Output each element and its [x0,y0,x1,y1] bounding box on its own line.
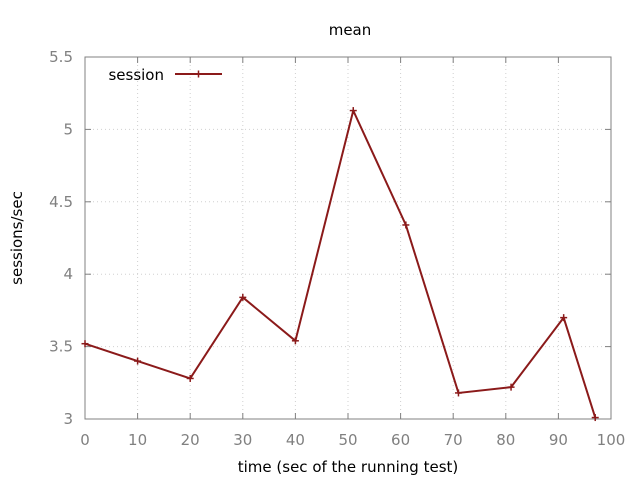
x-tick-label: 50 [338,431,357,449]
x-tick-label: 10 [128,431,147,449]
y-tick-label: 4 [63,265,73,283]
x-axis-ticks: 0 10 20 30 40 50 60 70 80 90 100 [80,57,625,449]
grid-lines [85,57,611,419]
x-tick-label: 40 [286,431,305,449]
data-point [507,383,515,391]
legend-marker-session [195,70,202,78]
y-tick-label: 3 [63,410,73,428]
x-tick-label: 0 [80,431,90,449]
legend: session [108,66,222,84]
x-tick-label: 100 [597,431,626,449]
legend-marker-plus [195,70,202,78]
y-tick-label: 3.5 [49,338,73,356]
series-session [81,107,599,422]
x-axis-title: time (sec of the running test) [238,458,459,476]
chart-title: mean [329,21,372,39]
data-point [349,107,357,115]
data-point [291,337,299,345]
x-tick-label: 60 [391,431,410,449]
data-point [186,374,194,382]
x-tick-label: 30 [233,431,252,449]
data-point [402,221,410,229]
data-point [454,389,462,397]
data-point [239,293,247,301]
data-point [591,414,599,422]
y-tick-label: 4.5 [49,193,73,211]
y-tick-label: 5 [63,120,73,138]
series-line [84,107,597,418]
data-point [560,314,568,322]
x-tick-label: 20 [181,431,200,449]
x-tick-label: 80 [496,431,515,449]
y-axis-title: sessions/sec [8,191,26,285]
data-point [81,340,89,348]
x-tick-label: 90 [549,431,568,449]
y-axis-ticks: 3 3.5 4 4.5 5 5.5 [49,48,611,428]
data-point [134,357,142,365]
y-tick-label: 5.5 [49,48,73,66]
legend-label-session: session [108,66,164,84]
x-tick-label: 70 [444,431,463,449]
